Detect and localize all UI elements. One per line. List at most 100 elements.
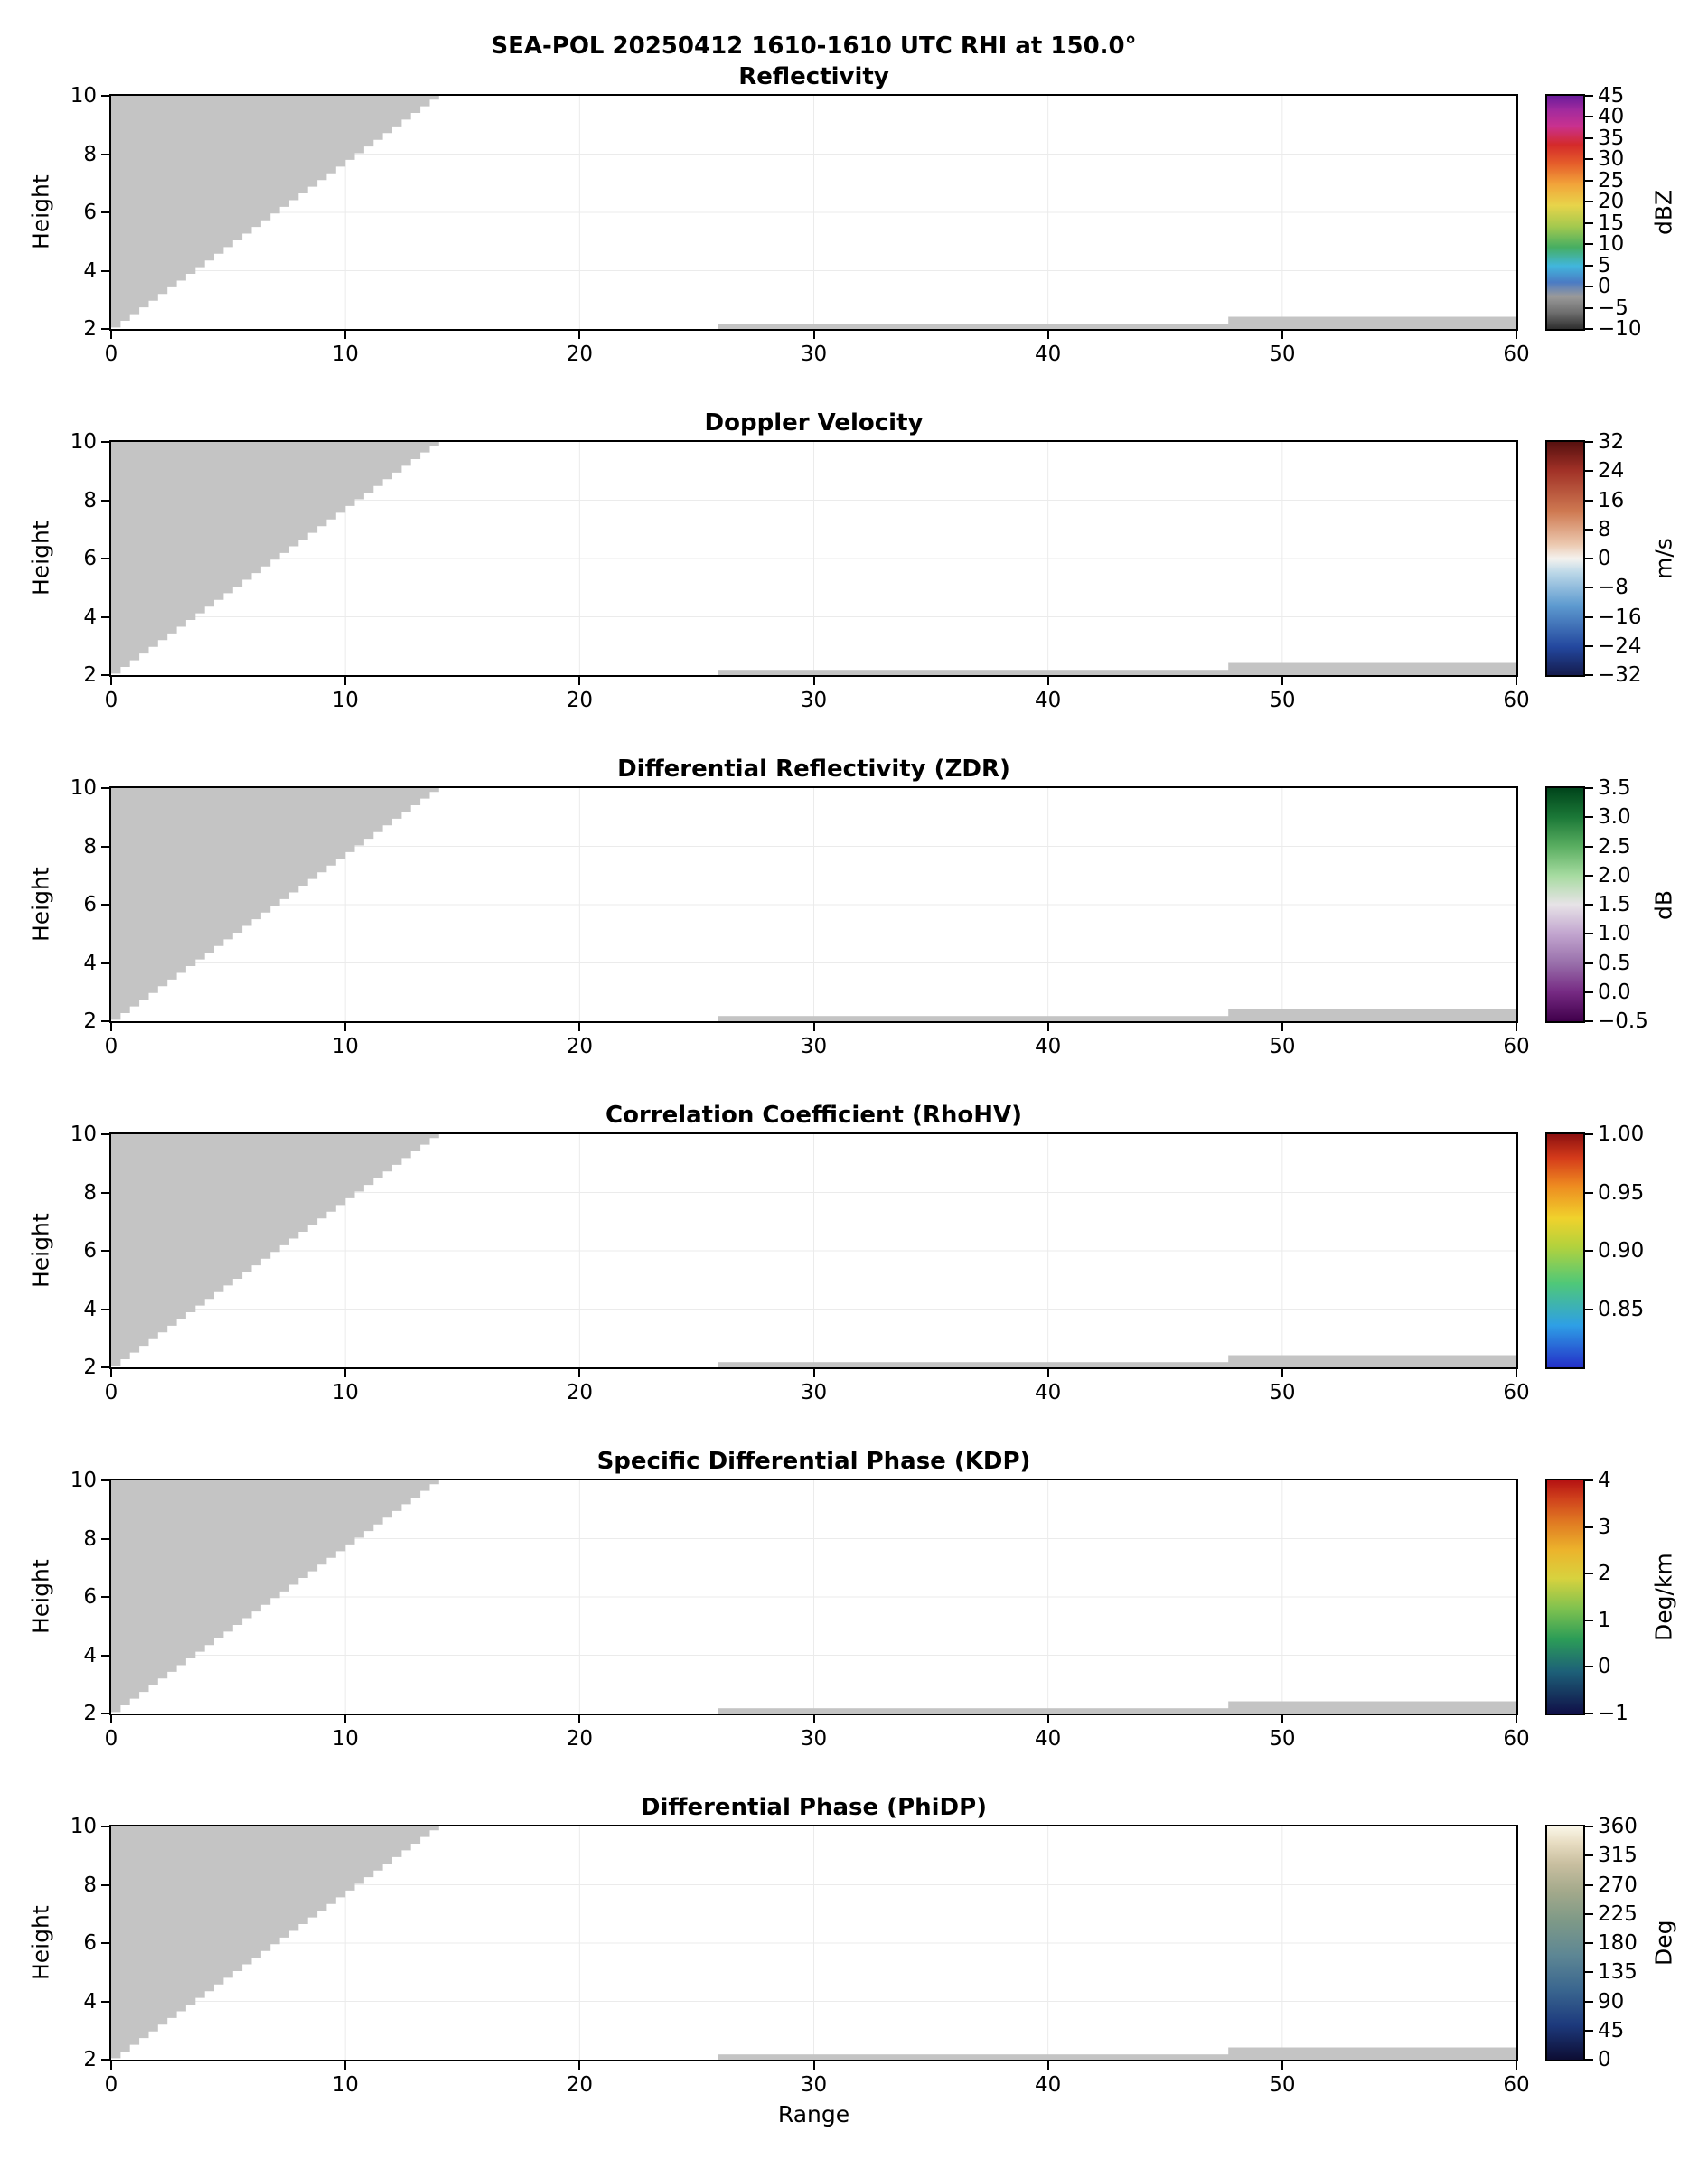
x-tick-label: 50 (1269, 343, 1296, 366)
x-tick-label: 50 (1269, 2073, 1296, 2097)
colorbar-tick-mark (1585, 816, 1593, 819)
x-tick-label: 20 (566, 2073, 593, 2097)
y-tick-mark (101, 1308, 109, 1310)
colorbar-tick-mark (1585, 470, 1593, 473)
y-tick-mark (101, 499, 109, 502)
x-tick-mark (110, 1715, 112, 1723)
no-data-strip (1228, 316, 1516, 329)
y-tick-mark (101, 558, 109, 559)
plot-canvas (111, 1134, 1516, 1367)
x-tick-mark (1516, 1369, 1517, 1377)
no-data-strip (718, 2054, 1516, 2060)
colorbar-tick-label: 2 (1598, 1562, 1611, 1586)
plot-canvas (111, 1480, 1516, 1714)
x-tick-label: 20 (566, 1035, 593, 1058)
y-tick-mark (101, 962, 109, 964)
x-tick-label: 30 (800, 1381, 828, 1404)
colorbar-tick-mark (1585, 1573, 1593, 1575)
y-tick-mark (101, 845, 109, 848)
y-tick-label: 10 (70, 776, 97, 800)
plot-canvas (111, 442, 1516, 675)
x-tick-mark (812, 331, 815, 339)
y-tick-label: 2 (83, 2048, 97, 2071)
colorbar-tick-mark (1585, 1020, 1593, 1022)
colorbar-tick-label: 0.85 (1598, 1297, 1645, 1321)
colorbar-tick-mark (1585, 243, 1593, 246)
no-data-wedge (111, 442, 439, 674)
colorbar-tick-label: −5 (1598, 296, 1628, 320)
y-tick-label: 6 (83, 1585, 97, 1609)
colorbar-tick-label: −1 (1598, 1702, 1628, 1725)
colorbar-tick-label: 1.5 (1598, 893, 1631, 916)
x-tick-mark (110, 677, 112, 685)
colorbar-tick-mark (1585, 787, 1593, 789)
x-tick-mark (1046, 1715, 1049, 1723)
y-tick-label: 6 (83, 1931, 97, 1955)
x-tick-mark (578, 1715, 581, 1723)
colorbar-tick-label: 270 (1598, 1873, 1638, 1897)
panel-title: Doppler Velocity (704, 409, 924, 437)
x-tick-label: 40 (1035, 1035, 1062, 1058)
colorbar-tick-mark (1585, 528, 1593, 531)
x-tick-label: 30 (800, 2073, 828, 2097)
y-tick-label: 8 (83, 1526, 97, 1551)
y-tick-mark (101, 674, 109, 676)
x-tick-label: 20 (566, 1727, 593, 1751)
colorbar-tick-mark (1585, 1942, 1593, 1944)
colorbar-tick-mark (1585, 136, 1593, 139)
colorbar-tick-label: 2.5 (1598, 834, 1631, 859)
colorbar-tick-mark (1585, 499, 1593, 502)
y-tick-label: 6 (83, 1239, 97, 1263)
colorbar-tick-mark (1585, 674, 1593, 676)
y-tick-mark (101, 1191, 109, 1194)
y-tick-mark (101, 1366, 109, 1368)
x-tick-label: 60 (1503, 343, 1530, 366)
colorbar-tick-label: 3.5 (1598, 776, 1631, 800)
x-tick-label: 20 (566, 689, 593, 712)
y-tick-mark (101, 95, 109, 97)
x-tick-label: 50 (1269, 689, 1296, 712)
colorbar-tick-label: 0.5 (1598, 951, 1631, 975)
colorbar-tick-label: 0.0 (1598, 980, 1631, 1004)
colorbar-tick-mark (1585, 306, 1593, 309)
x-tick-mark (110, 1369, 112, 1377)
panel-title: Differential Phase (PhiDP) (640, 1794, 988, 1821)
colorbar-tick-mark (1585, 441, 1593, 443)
y-tick-mark (101, 904, 109, 906)
y-tick-mark (101, 615, 109, 618)
y-tick-label: 8 (83, 1873, 97, 1897)
colorbar-tick-mark (1585, 179, 1593, 182)
x-tick-mark (110, 331, 112, 339)
colorbar-tick-mark (1585, 1912, 1593, 1915)
no-data-strip (718, 324, 1516, 329)
x-tick-label: 30 (800, 1035, 828, 1058)
colorbar-tick-mark (1585, 2059, 1593, 2061)
x-tick-mark (344, 1369, 347, 1377)
colorbar-tick-label: 5 (1598, 253, 1611, 277)
x-tick-label: 50 (1269, 1035, 1296, 1058)
x-tick-mark (1281, 331, 1283, 339)
no-data-wedge (111, 1826, 439, 2059)
y-tick-label: 6 (83, 201, 97, 224)
x-tick-label: 50 (1269, 1727, 1296, 1751)
y-tick-mark (101, 2059, 109, 2061)
colorbar-tick-mark (1585, 1883, 1593, 1886)
colorbar-tick-label: 180 (1598, 1931, 1638, 1955)
colorbar-tick-label: 225 (1598, 1901, 1638, 1926)
y-tick-label: 10 (70, 430, 97, 454)
colorbar-tick-mark (1585, 874, 1593, 877)
x-tick-mark (110, 2061, 112, 2070)
plot-area (109, 786, 1518, 1023)
x-tick-label: 10 (332, 1035, 359, 1058)
colorbar-tick-label: 90 (1598, 1989, 1625, 2014)
no-data-strip (1228, 2047, 1516, 2060)
y-tick-label: 8 (83, 834, 97, 859)
colorbar-tick-mark (1585, 116, 1593, 118)
x-tick-label: 60 (1503, 1727, 1530, 1751)
y-tick-mark (101, 328, 109, 330)
colorbar-tick-label: −24 (1598, 634, 1642, 658)
x-tick-label: 40 (1035, 689, 1062, 712)
